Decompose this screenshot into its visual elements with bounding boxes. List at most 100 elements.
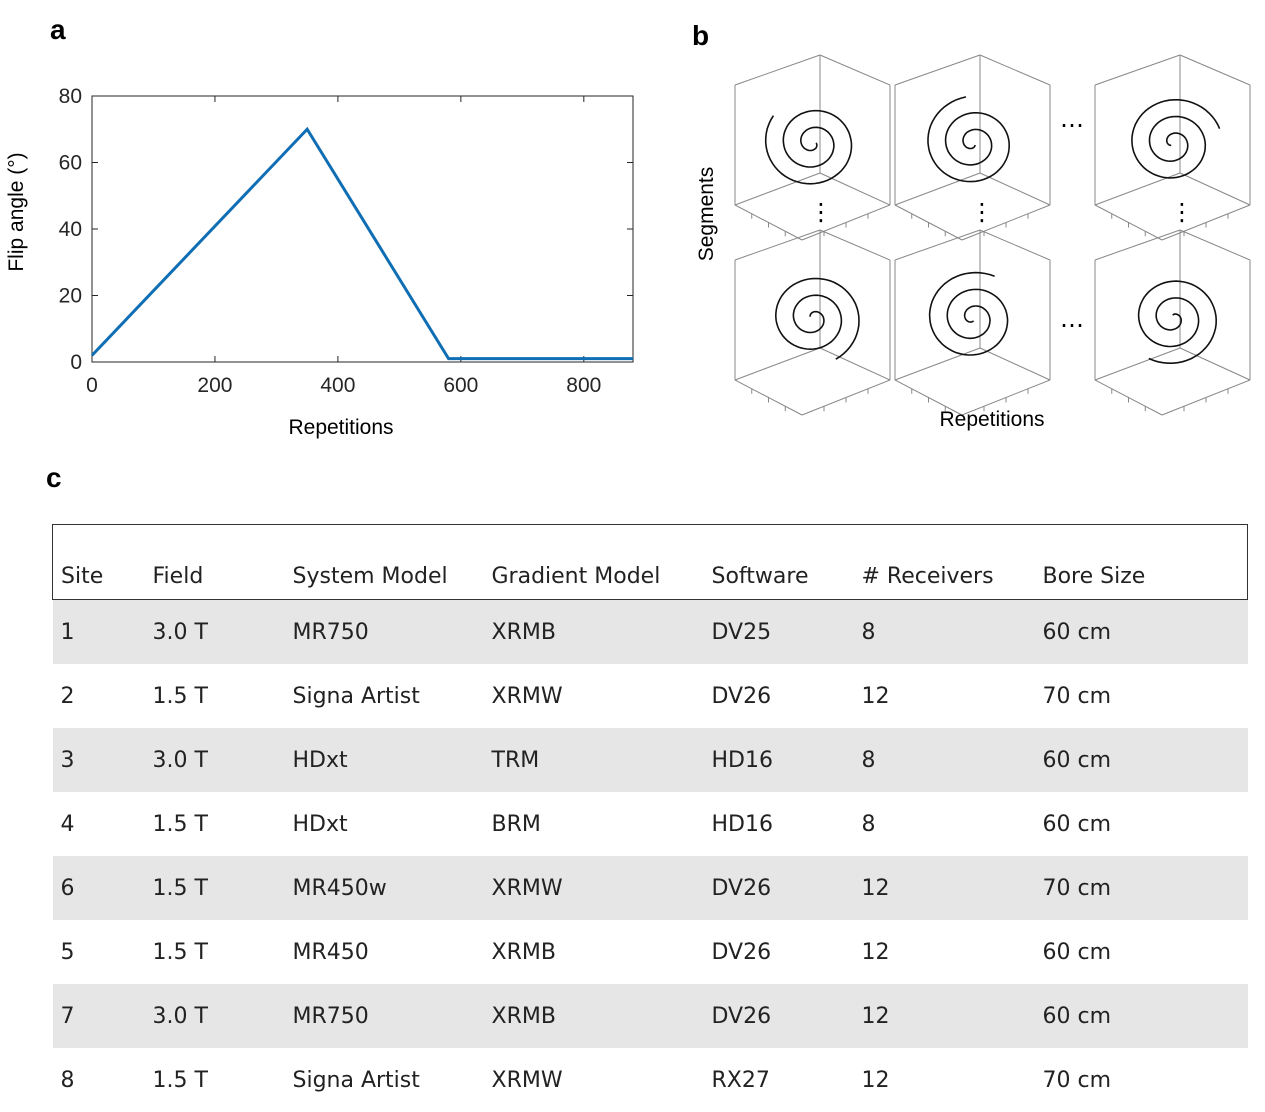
spiral-trajectory — [928, 271, 1009, 356]
table-row: 2 1.5 T Signa Artist XRMW DV26 12 70 cm — [53, 664, 1248, 728]
cell-bore-size: 60 cm — [1042, 619, 1112, 645]
cube-edge — [819, 54, 891, 86]
y-tick-label: 40 — [59, 218, 82, 241]
cube-plot — [894, 229, 1051, 416]
ellipsis-col-1: ⋮ — [809, 198, 833, 226]
cube-edge — [894, 229, 981, 261]
cube-edge — [1179, 172, 1251, 206]
cube-edge — [894, 54, 981, 86]
cube-edge — [819, 229, 891, 261]
cell-bore-size: 60 cm — [1042, 1003, 1112, 1029]
cell-site: 2 — [60, 683, 75, 709]
cell-software: HD16 — [711, 811, 773, 837]
ellipsis-row-2: … — [1060, 305, 1084, 333]
cell-gradient-model: XRMW — [491, 875, 563, 901]
cell-gradient-model: XRMB — [491, 619, 556, 645]
cube-edge — [1179, 54, 1251, 86]
cell-gradient-model: XRMB — [491, 939, 556, 965]
cell-receivers: 12 — [861, 875, 890, 901]
cell-bore-size: 60 cm — [1042, 747, 1112, 773]
cell-bore-size: 60 cm — [1042, 939, 1112, 965]
cell-software: HD16 — [711, 747, 773, 773]
table-row: 8 1.5 T Signa Artist XRMW RX27 12 70 cm — [53, 1048, 1248, 1112]
cube-edge — [979, 54, 1051, 86]
cell-software: RX27 — [711, 1067, 770, 1093]
cube-edge — [1094, 229, 1181, 261]
cube-edge — [819, 347, 891, 381]
series-line-flip-angle — [90, 126, 633, 361]
spiral-trajectory — [1137, 280, 1218, 364]
cell-field: 1.5 T — [152, 811, 208, 837]
chart-axes — [91, 95, 634, 363]
panel-label-c: c — [46, 462, 62, 493]
table-row: 4 1.5 T HDxt BRM HD16 8 60 cm — [53, 792, 1248, 856]
cell-site: 5 — [60, 939, 75, 965]
cube-edge — [979, 229, 1051, 261]
ellipsis-col-2: ⋮ — [970, 198, 994, 226]
cell-site: 3 — [60, 747, 75, 773]
cube-plot — [734, 229, 891, 416]
ellipsis-col-3: ⋮ — [1170, 198, 1194, 226]
diagram-y-label: Segments — [695, 167, 718, 262]
cell-system-model: HDxt — [292, 811, 348, 837]
cube-edge — [734, 54, 821, 86]
cell-gradient-model: BRM — [491, 811, 541, 837]
cell-field: 1.5 T — [152, 875, 208, 901]
header-gradient-model: Gradient Model — [491, 564, 661, 589]
cell-site: 7 — [60, 1003, 75, 1029]
cell-gradient-model: TRM — [491, 747, 540, 773]
cell-site: 8 — [60, 1067, 75, 1093]
spiral-trajectory — [1131, 99, 1221, 179]
table-row: 7 3.0 T MR750 XRMB DV26 12 60 cm — [52, 984, 1248, 1048]
cell-gradient-model: XRMW — [491, 1067, 563, 1093]
cube-edge — [734, 172, 821, 206]
table-row: 6 1.5 T MR450w XRMW DV26 12 70 cm — [52, 856, 1248, 920]
cell-site: 1 — [60, 619, 75, 645]
panel-label-a: a — [50, 14, 66, 45]
cell-software: DV26 — [711, 875, 772, 901]
spiral-trajectory — [927, 96, 1011, 183]
cell-receivers: 12 — [861, 1067, 890, 1093]
header-bore-size: Bore Size — [1042, 564, 1146, 589]
header-receivers: # Receivers — [861, 564, 994, 589]
cell-field: 1.5 T — [152, 683, 208, 709]
table-row: 1 3.0 T MR750 XRMB DV25 8 60 cm — [52, 599, 1248, 664]
y-tick-label: 80 — [59, 85, 82, 108]
scanner-sites-table: Site Field System Model Gradient Model S… — [52, 524, 1248, 1112]
cell-site: 6 — [60, 875, 75, 901]
cube-edge — [979, 347, 1051, 381]
cell-gradient-model: XRMB — [491, 1003, 556, 1029]
diagram-x-label: Repetitions — [939, 408, 1044, 431]
cell-field: 3.0 T — [152, 747, 208, 773]
cell-system-model: Signa Artist — [292, 1067, 420, 1093]
cell-bore-size: 70 cm — [1042, 875, 1112, 901]
cell-receivers: 8 — [861, 747, 876, 773]
cell-receivers: 8 — [861, 811, 876, 837]
cell-receivers: 12 — [861, 1003, 890, 1029]
table-header-row: Site Field System Model Gradient Model S… — [52, 524, 1248, 600]
cell-system-model: Signa Artist — [292, 683, 420, 709]
cube-edge — [734, 229, 821, 261]
y-axis-label: Flip angle (°) — [5, 152, 28, 271]
x-tick-label: 800 — [566, 374, 601, 397]
cell-system-model: MR750 — [292, 1003, 369, 1029]
ellipsis-row-1: … — [1060, 105, 1084, 133]
panel-label-b: b — [692, 20, 710, 51]
x-tick-label: 400 — [320, 374, 355, 397]
cell-receivers: 12 — [861, 939, 890, 965]
x-tick-label: 0 — [86, 374, 98, 397]
cell-software: DV26 — [711, 939, 772, 965]
cell-gradient-model: XRMW — [491, 683, 563, 709]
chart-series-group — [90, 126, 633, 361]
header-software: Software — [711, 564, 809, 589]
cell-system-model: HDxt — [292, 747, 348, 773]
header-field: Field — [152, 564, 204, 589]
cell-software: DV26 — [711, 1003, 772, 1029]
cube-edge — [734, 347, 821, 381]
spiral-trajectory — [764, 109, 853, 185]
spiral-trajectory — [774, 277, 860, 360]
chart-tick-labels: 0 200 400 600 800 0 20 40 60 80 — [59, 85, 602, 397]
cell-receivers: 8 — [861, 619, 876, 645]
scanner-sites-table-wrap: Site Field System Model Gradient Model S… — [52, 524, 1248, 1112]
cell-system-model: MR450 — [292, 939, 369, 965]
